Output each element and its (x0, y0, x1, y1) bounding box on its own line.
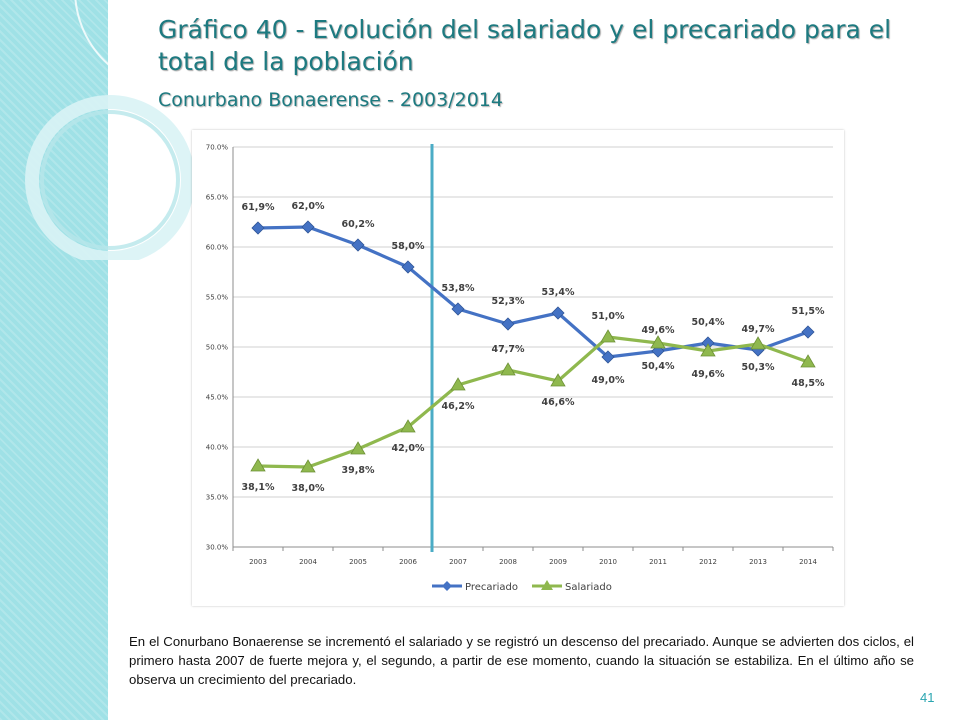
x-tick-label: 2010 (599, 558, 617, 566)
y-tick-label: 65.0% (206, 194, 229, 202)
y-tick-label: 50.0% (206, 344, 229, 352)
point-precariado (401, 260, 415, 274)
point-precariado (501, 317, 515, 331)
data-label-salariado: 46,2% (442, 401, 475, 412)
y-tick-label: 55.0% (206, 294, 229, 302)
slide-subtitle: Conurbano Bonaerense - 2003/2014 (158, 89, 503, 111)
data-label-salariado: 51,0% (592, 311, 625, 322)
x-tick-label: 2011 (649, 558, 667, 566)
point-precariado (451, 302, 465, 316)
page-number: 41 (920, 690, 935, 705)
point-precariado (351, 238, 365, 252)
data-label-salariado: 38,1% (242, 482, 275, 493)
point-salariado (750, 336, 766, 350)
series-line-precariado (257, 225, 809, 359)
series-line-salariado (257, 335, 809, 469)
data-label-salariado: 48,5% (792, 378, 825, 389)
legend-marker-salariado (541, 580, 553, 590)
x-tick-label: 2013 (749, 558, 767, 566)
data-label-precariado: 61,9% (242, 202, 275, 213)
data-label-salariado: 49,6% (692, 369, 725, 380)
x-tick-label: 2009 (549, 558, 567, 566)
legend-label-precariado: Precariado (465, 582, 518, 593)
y-tick-label: 60.0% (206, 244, 229, 252)
point-precariado (601, 350, 615, 364)
point-precariado (551, 306, 565, 320)
strip-edge (108, 0, 111, 720)
x-tick-label: 2007 (449, 558, 467, 566)
point-salariado (450, 377, 466, 391)
y-tick-label: 40.0% (206, 444, 229, 452)
data-label-precariado: 52,3% (492, 296, 525, 307)
x-tick-label: 2008 (499, 558, 517, 566)
point-precariado (251, 221, 265, 235)
point-salariado (300, 459, 316, 473)
decorative-circles (25, 0, 220, 260)
point-salariado (800, 354, 816, 368)
y-tick-label: 70.0% (206, 144, 229, 152)
point-salariado (650, 335, 666, 349)
point-salariado (400, 419, 416, 433)
data-label-salariado: 47,7% (492, 344, 525, 355)
point-precariado (801, 325, 815, 339)
data-label-precariado: 49,6% (642, 325, 675, 336)
x-tick-label: 2014 (799, 558, 817, 566)
data-label-precariado: 50,4% (692, 317, 725, 328)
data-label-salariado: 39,8% (342, 465, 375, 476)
data-label-salariado: 46,6% (542, 397, 575, 408)
x-tick-label: 2004 (299, 558, 317, 566)
point-salariado (350, 441, 366, 455)
legend-marker-precariado (442, 581, 452, 591)
data-label-salariado: 38,0% (292, 483, 325, 494)
data-label-precariado: 60,2% (342, 219, 375, 230)
x-tick-label: 2005 (349, 558, 367, 566)
data-label-precariado: 53,8% (442, 283, 475, 294)
point-salariado (700, 343, 716, 357)
legend-label-salariado: Salariado (565, 582, 612, 593)
point-salariado (500, 362, 516, 376)
data-label-precariado: 53,4% (542, 287, 575, 298)
x-tick-label: 2003 (249, 558, 267, 566)
x-tick-label: 2012 (699, 558, 717, 566)
y-tick-label: 45.0% (206, 394, 229, 402)
point-salariado (550, 373, 566, 387)
data-label-precariado: 58,0% (392, 241, 425, 252)
data-label-salariado: 50,3% (742, 362, 775, 373)
y-tick-label: 35.0% (206, 494, 229, 502)
point-salariado (250, 458, 266, 472)
data-label-precariado: 51,5% (792, 306, 825, 317)
data-label-precariado: 49,7% (742, 324, 775, 335)
point-salariado (600, 329, 616, 343)
body-paragraph: En el Conurbano Bonaerense se incrementó… (129, 634, 914, 687)
point-precariado (301, 220, 315, 234)
data-label-salariado: 42,0% (392, 443, 425, 454)
data-label-salariado: 50,4% (642, 361, 675, 372)
data-label-precariado: 62,0% (292, 201, 325, 212)
x-tick-label: 2006 (399, 558, 417, 566)
slide-title: Gráfico 40 - Evolución del salariado y e… (158, 15, 892, 76)
line-chart: 30.0% 35.0% 40.0% 45.0% 50.0% 55.0% 60.0% 65.0%… (206, 144, 834, 593)
data-label-precariado: 49,0% (592, 375, 625, 386)
chart-container: 30.0% 35.0% 40.0% 45.0% 50.0% 55.0% 60.0% 65.0%… (192, 130, 844, 606)
y-tick-label: 30.0% (206, 544, 229, 552)
